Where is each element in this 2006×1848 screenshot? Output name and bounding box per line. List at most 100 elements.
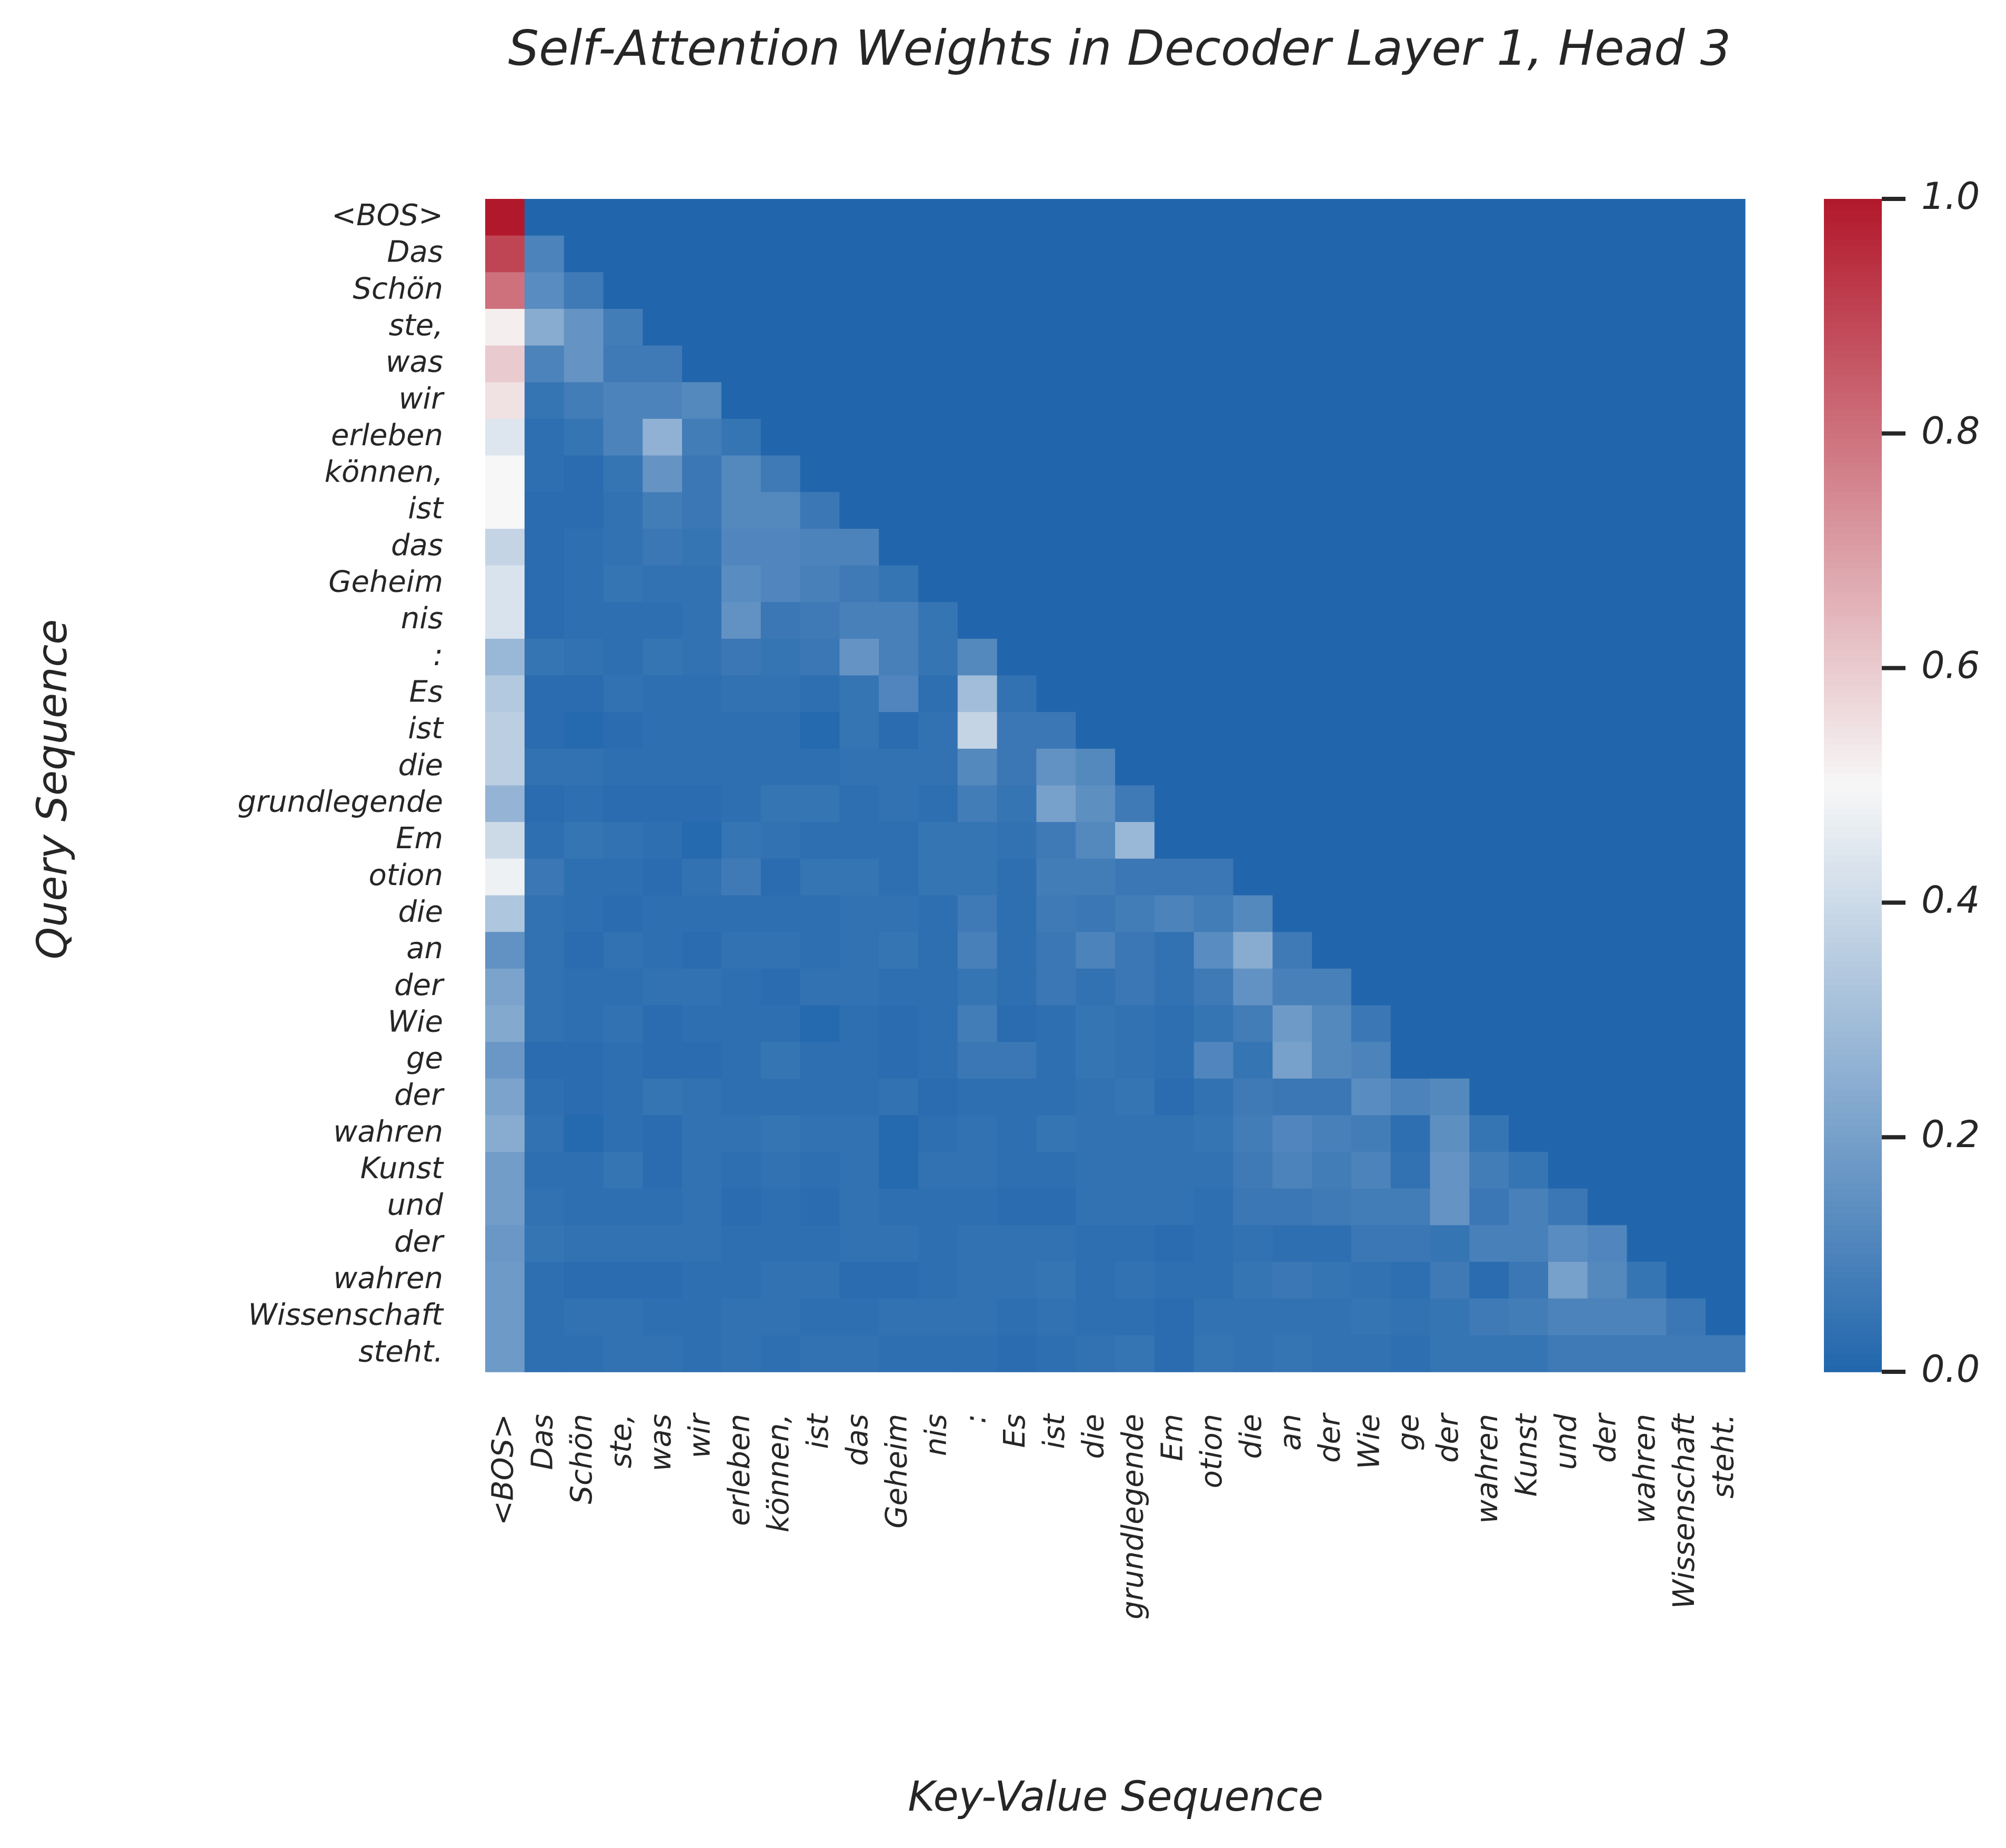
heatmap-cell	[682, 272, 722, 309]
heatmap-cell	[564, 345, 604, 383]
heatmap-cell	[1666, 1078, 1706, 1116]
heatmap-cell	[879, 1115, 919, 1152]
heatmap-cell	[1430, 272, 1470, 309]
heatmap-cell	[918, 492, 958, 529]
heatmap-cell	[1587, 932, 1628, 969]
heatmap-cell	[603, 1298, 644, 1336]
heatmap-cell	[1587, 199, 1628, 236]
heatmap-cell	[1627, 492, 1667, 529]
colorbar-segment	[1824, 1049, 1882, 1056]
heatmap-cell	[760, 1152, 801, 1189]
heatmap-cell	[1706, 602, 1746, 639]
heatmap-cell	[1627, 199, 1667, 236]
heatmap-cell	[485, 602, 525, 639]
heatmap-cell	[1233, 199, 1273, 236]
colorbar-segment	[1824, 656, 1882, 663]
heatmap-cell	[1312, 1115, 1352, 1152]
heatmap-cell	[721, 199, 761, 236]
heatmap-cell	[1233, 235, 1273, 273]
heatmap-cell	[1272, 345, 1312, 383]
heatmap-cell	[1312, 748, 1352, 786]
heatmap-cell	[879, 712, 919, 749]
heatmap-cell	[603, 199, 644, 236]
colorbar-segment	[1824, 1254, 1882, 1261]
heatmap-cell	[643, 418, 683, 456]
heatmap-cell	[1312, 712, 1352, 749]
heatmap-cell	[839, 1115, 879, 1152]
heatmap-cell	[1548, 968, 1588, 1006]
heatmap-cell	[1272, 675, 1312, 712]
heatmap-cell	[1115, 528, 1155, 566]
colorbar-segment	[1824, 369, 1882, 376]
heatmap-cell	[800, 528, 840, 566]
heatmap-cell	[957, 932, 998, 969]
heatmap-cell	[524, 748, 565, 786]
heatmap-cell	[1115, 1188, 1155, 1226]
heatmap-cell	[564, 199, 604, 236]
heatmap-cell	[957, 455, 998, 493]
heatmap-cell	[1233, 1335, 1273, 1372]
heatmap-cell	[524, 1078, 565, 1116]
heatmap-cell	[879, 1335, 919, 1372]
heatmap-cell	[1587, 822, 1628, 859]
heatmap-cell	[800, 1078, 840, 1116]
heatmap-cell	[760, 1225, 801, 1262]
heatmap-cell	[721, 638, 761, 676]
colorbar-segment	[1824, 304, 1882, 311]
heatmap-cell	[1509, 1042, 1549, 1079]
heatmap-cell	[603, 1042, 644, 1079]
heatmap-cell	[721, 1225, 761, 1262]
heatmap-cell	[1351, 602, 1391, 639]
heatmap-cell	[1036, 675, 1076, 712]
heatmap-cell	[1548, 1225, 1588, 1262]
heatmap-cell	[1233, 418, 1273, 456]
heatmap-cell	[721, 418, 761, 456]
colorbar-segment	[1824, 439, 1882, 446]
heatmap-cell	[839, 895, 879, 932]
heatmap-cell	[1627, 565, 1667, 603]
colorbar-segment	[1824, 967, 1882, 973]
heatmap-cell	[800, 1152, 840, 1189]
heatmap-cell	[1312, 602, 1352, 639]
heatmap-cell	[1154, 1115, 1195, 1152]
heatmap-cell	[957, 1042, 998, 1079]
heatmap-cell	[485, 1115, 525, 1152]
heatmap-cell	[918, 748, 958, 786]
heatmap-cell	[1272, 418, 1312, 456]
heatmap-cell	[760, 1005, 801, 1042]
heatmap-cell	[1351, 565, 1391, 603]
heatmap-cell	[1233, 528, 1273, 566]
heatmap-cell	[997, 528, 1037, 566]
heatmap-cell	[879, 932, 919, 969]
heatmap-cell	[643, 272, 683, 309]
heatmap-cell	[1233, 455, 1273, 493]
heatmap-cell	[485, 308, 525, 346]
heatmap-cell	[1469, 822, 1509, 859]
heatmap-cell	[1390, 272, 1431, 309]
heatmap-cell	[879, 822, 919, 859]
heatmap-cell	[1469, 602, 1509, 639]
colorbar-segment	[1824, 234, 1882, 240]
colorbar-segment	[1824, 1037, 1882, 1044]
heatmap-cell	[1469, 1042, 1509, 1079]
colorbar-segment	[1824, 920, 1882, 927]
heatmap-cell	[997, 638, 1037, 676]
colorbar-segment	[1824, 867, 1882, 874]
heatmap-cell	[1036, 345, 1076, 383]
heatmap-cell	[800, 272, 840, 309]
heatmap-cell	[1430, 565, 1470, 603]
heatmap-cell	[1312, 895, 1352, 932]
heatmap-cell	[1666, 748, 1706, 786]
heatmap-cell	[1666, 1298, 1706, 1336]
heatmap-cell	[1548, 455, 1588, 493]
heatmap-cell	[879, 675, 919, 712]
heatmap-cell	[997, 418, 1037, 456]
heatmap-cell	[1312, 199, 1352, 236]
colorbar-segment	[1824, 392, 1882, 399]
colorbar-segment	[1824, 1026, 1882, 1032]
heatmap-cell	[839, 308, 879, 346]
heatmap-cell	[721, 785, 761, 822]
heatmap-cell	[997, 382, 1037, 419]
heatmap-cell	[721, 308, 761, 346]
